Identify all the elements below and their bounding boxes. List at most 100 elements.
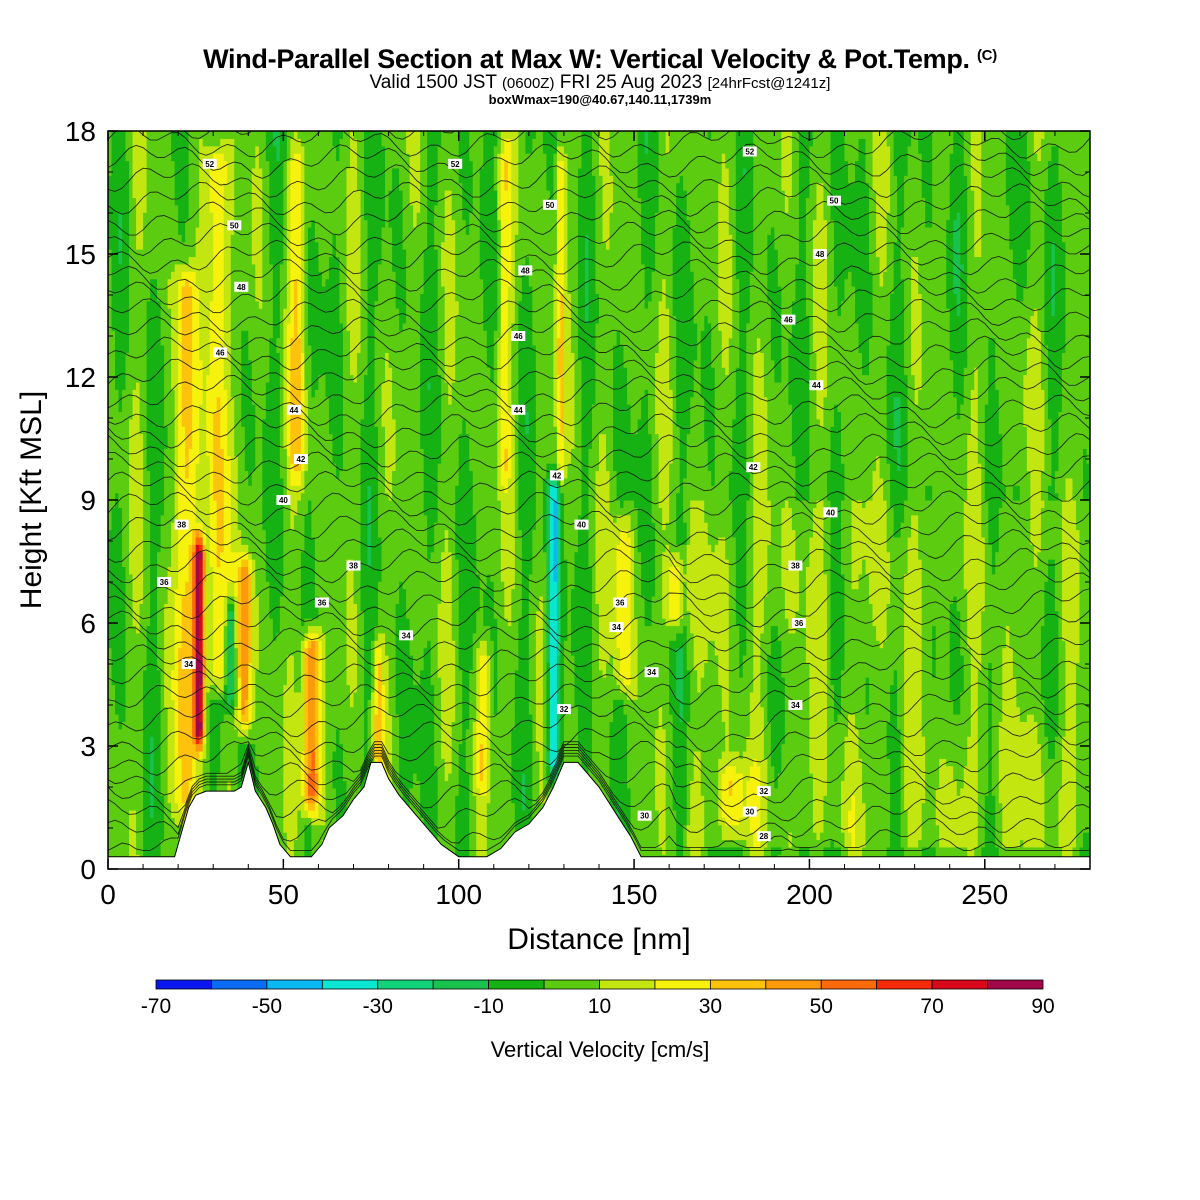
velocity-field bbox=[108, 131, 1090, 869]
colorbar-label: 30 bbox=[699, 995, 722, 1018]
svg-text:48: 48 bbox=[815, 250, 824, 259]
contour-label: 52 bbox=[448, 158, 463, 169]
svg-text:36: 36 bbox=[616, 599, 625, 608]
svg-text:34: 34 bbox=[184, 660, 193, 669]
y-tick-label: 12 bbox=[65, 362, 96, 393]
svg-text:28: 28 bbox=[759, 832, 768, 841]
contour-label: 48 bbox=[812, 249, 827, 259]
contour-label: 50 bbox=[827, 195, 841, 206]
svg-text:40: 40 bbox=[279, 496, 288, 505]
svg-text:50: 50 bbox=[545, 201, 554, 210]
contour-label: 48 bbox=[518, 265, 533, 276]
colorbar-swatch bbox=[266, 979, 323, 990]
chart-subtitle: Valid 1500 JST (0600Z) FRI 25 Aug 2023 [… bbox=[0, 72, 1200, 94]
contour-label: 42 bbox=[549, 470, 564, 481]
svg-text:36: 36 bbox=[794, 619, 803, 628]
contour-label: 52 bbox=[202, 158, 217, 169]
colorbar-swatch bbox=[599, 979, 656, 990]
svg-text:32: 32 bbox=[759, 787, 768, 796]
svg-text:34: 34 bbox=[612, 623, 621, 632]
contour-label: 50 bbox=[227, 220, 242, 231]
svg-text:52: 52 bbox=[451, 160, 460, 169]
svg-text:46: 46 bbox=[216, 348, 225, 357]
contour-label: 32 bbox=[756, 786, 771, 797]
contour-label: 46 bbox=[511, 331, 526, 341]
svg-text:34: 34 bbox=[647, 668, 656, 677]
valid-date: FRI 25 Aug 2023 bbox=[559, 72, 703, 93]
colorbar-title: Vertical Velocity [cm/s] bbox=[491, 1037, 710, 1062]
y-tick-label: 18 bbox=[65, 116, 96, 147]
contour-label: 40 bbox=[574, 519, 589, 530]
colorbar: -70 -50 -30 -10 10 30 50 70 90 bbox=[141, 979, 1055, 1018]
contour-label: 34 bbox=[399, 630, 414, 641]
contour-label: 42 bbox=[293, 454, 308, 464]
svg-text:30: 30 bbox=[640, 812, 649, 821]
contour-label: 42 bbox=[746, 462, 761, 473]
terrain bbox=[108, 760, 1090, 869]
contour-label: 30 bbox=[742, 806, 757, 817]
svg-text:50: 50 bbox=[230, 221, 239, 230]
x-axis-title: Distance [nm] bbox=[507, 923, 690, 956]
x-tick-label: 100 bbox=[435, 879, 482, 910]
contour-label: 52 bbox=[742, 146, 757, 157]
chart-title-text: Wind-Parallel Section at Max W: Vertical… bbox=[203, 44, 970, 74]
colorbar-label: 70 bbox=[920, 995, 943, 1018]
colorbar-swatch bbox=[709, 979, 767, 990]
pot-temp-contours bbox=[108, 131, 1090, 851]
contour-label: 44 bbox=[809, 380, 824, 391]
contour-label: 38 bbox=[788, 560, 803, 571]
contour-label: 38 bbox=[174, 519, 189, 530]
contour-label: 36 bbox=[791, 618, 806, 628]
contour-label: 44 bbox=[511, 404, 526, 415]
svg-text:42: 42 bbox=[552, 471, 561, 480]
colorbar-label: 10 bbox=[588, 995, 611, 1018]
colorbar-swatch bbox=[765, 979, 822, 990]
contour-label: 44 bbox=[286, 404, 301, 415]
colorbar-label: -70 bbox=[141, 995, 171, 1018]
colorbar-label: -50 bbox=[252, 995, 282, 1018]
svg-text:48: 48 bbox=[237, 283, 246, 292]
colorbar-label: 90 bbox=[1031, 995, 1054, 1018]
x-tick-label: 150 bbox=[611, 879, 658, 910]
colorbar-swatch bbox=[820, 979, 878, 990]
x-tick-label: 50 bbox=[268, 879, 299, 910]
contour-label: 46 bbox=[781, 314, 796, 325]
contour-label: 46 bbox=[213, 347, 228, 358]
contour-label: 38 bbox=[346, 560, 361, 571]
valid-time: Valid 1500 JST bbox=[369, 72, 497, 93]
contour-label: 32 bbox=[556, 704, 571, 715]
svg-text:38: 38 bbox=[791, 562, 800, 571]
terrain-profile bbox=[108, 760, 1090, 869]
svg-text:38: 38 bbox=[349, 562, 358, 571]
contour-label: 40 bbox=[276, 495, 291, 505]
contour-label: 34 bbox=[609, 622, 624, 633]
y-tick-label: 0 bbox=[80, 854, 96, 885]
contour-label: 28 bbox=[756, 831, 771, 842]
colorbar-swatch bbox=[377, 979, 434, 990]
svg-text:52: 52 bbox=[205, 160, 214, 169]
contour-label: 30 bbox=[637, 810, 652, 821]
contour-label: 34 bbox=[181, 659, 196, 669]
x-tick-label: 0 bbox=[100, 879, 116, 910]
svg-text:46: 46 bbox=[784, 316, 793, 325]
copyright-mark: (C) bbox=[976, 47, 997, 64]
y-tick-label: 9 bbox=[80, 485, 96, 516]
svg-text:42: 42 bbox=[749, 463, 758, 472]
colorbar-swatch bbox=[155, 979, 212, 990]
contour-label: 40 bbox=[823, 507, 838, 518]
svg-text:34: 34 bbox=[791, 701, 800, 710]
svg-text:50: 50 bbox=[830, 197, 839, 206]
x-tick-label: 200 bbox=[786, 879, 833, 910]
colorbar-label: 50 bbox=[810, 995, 833, 1018]
colorbar-swatch bbox=[321, 979, 379, 990]
svg-text:40: 40 bbox=[577, 521, 586, 530]
svg-text:44: 44 bbox=[289, 406, 298, 415]
svg-text:42: 42 bbox=[296, 455, 305, 464]
colorbar-swatch bbox=[931, 979, 988, 990]
svg-text:40: 40 bbox=[826, 508, 835, 517]
utc-time: (0600Z) bbox=[501, 75, 555, 92]
colorbar-swatch bbox=[654, 979, 711, 990]
svg-text:44: 44 bbox=[812, 381, 821, 390]
